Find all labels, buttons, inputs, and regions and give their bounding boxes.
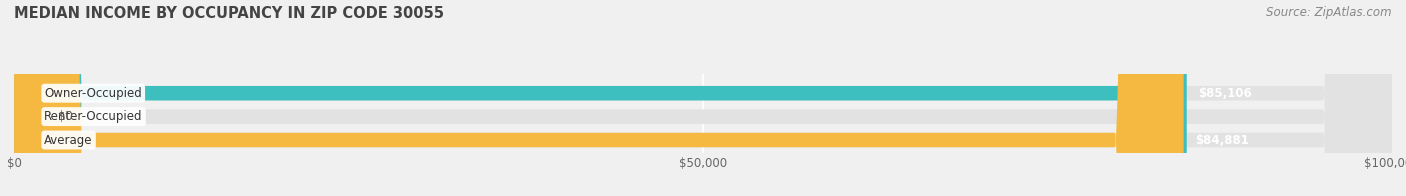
- FancyBboxPatch shape: [14, 0, 1392, 196]
- FancyBboxPatch shape: [14, 0, 1392, 196]
- Text: $84,881: $84,881: [1195, 133, 1249, 146]
- Text: Renter-Occupied: Renter-Occupied: [45, 110, 143, 123]
- Text: Owner-Occupied: Owner-Occupied: [45, 87, 142, 100]
- Text: Source: ZipAtlas.com: Source: ZipAtlas.com: [1267, 6, 1392, 19]
- Text: $0: $0: [58, 110, 73, 123]
- Text: $85,106: $85,106: [1198, 87, 1251, 100]
- Text: MEDIAN INCOME BY OCCUPANCY IN ZIP CODE 30055: MEDIAN INCOME BY OCCUPANCY IN ZIP CODE 3…: [14, 6, 444, 21]
- FancyBboxPatch shape: [14, 0, 1184, 196]
- FancyBboxPatch shape: [14, 0, 1187, 196]
- FancyBboxPatch shape: [14, 0, 1392, 196]
- Text: Average: Average: [45, 133, 93, 146]
